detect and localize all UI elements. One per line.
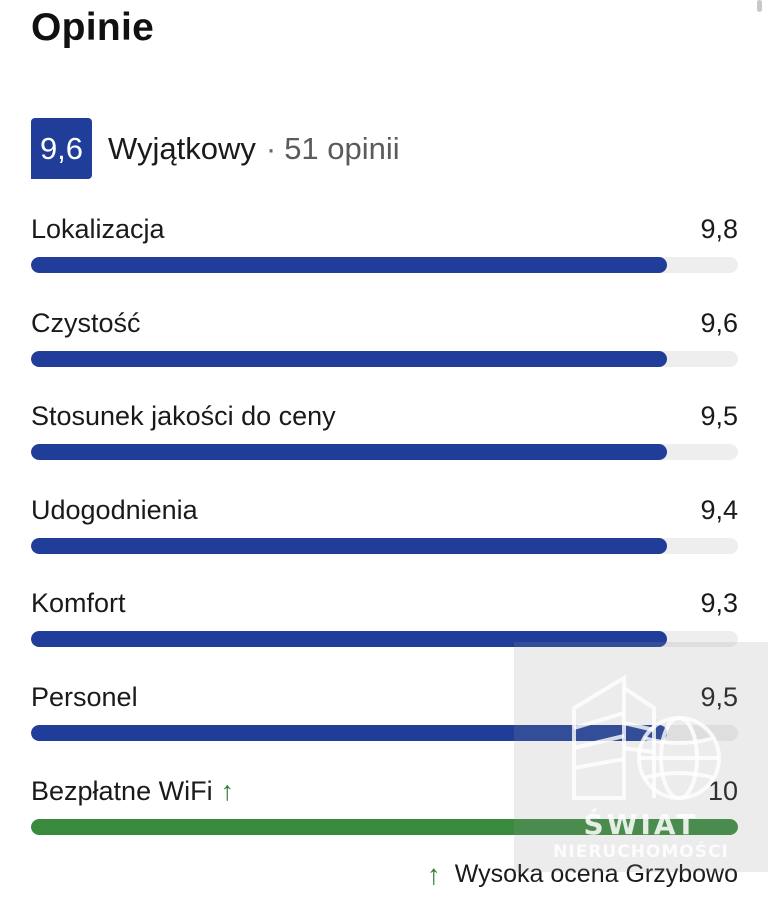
arrow-up-icon: ↑ [426,858,441,890]
category-score: 9,5 [700,681,738,712]
scroll-indicator[interactable] [757,0,762,12]
score-bar-track [31,631,738,648]
score-bar-fill [31,537,668,554]
score-bar-track [31,350,738,367]
category-row: Stosunek jakości do ceny 9,5 [31,395,738,489]
category-label: Stosunek jakości do ceny [31,401,336,432]
score-bar-fill [31,818,738,835]
score-bar-track [31,724,738,741]
category-row: Bezpłatne WiFi ↑ 10 [31,770,738,864]
category-label: Komfort [31,588,126,619]
category-score: 9,8 [700,214,738,244]
review-summary[interactable]: 9,6 Wyjątkowy · 51 opinii [31,118,400,179]
category-label: Bezpłatne WiFi ↑ [31,775,235,806]
category-score: 9,4 [700,494,738,525]
highlight-text: Wysoka ocena Grzybowo [454,860,738,888]
highlight-note: ↑ Wysoka ocena Grzybowo [427,860,738,889]
category-score: 10 [707,775,738,806]
rating-word: Wyjątkowy [108,130,256,166]
category-score: 9,3 [700,588,738,619]
category-row: Lokalizacja 9,8 [31,208,738,302]
score-bar-fill [31,724,668,741]
arrow-up-icon: ↑ [220,775,235,806]
separator: · [265,130,277,166]
page-title: Opinie [31,6,155,49]
category-ratings: Lokalizacja 9,8 Czystość 9,6 Stosunek ja… [31,208,738,863]
category-label: Czystość [31,307,141,338]
score-bar-track [31,257,738,273]
category-row: Personel 9,5 [31,676,738,770]
category-label: Personel [31,681,138,712]
reviews-count[interactable]: 51 opinii [284,130,400,166]
category-row: Czystość 9,6 [31,302,738,396]
score-bar-fill [31,257,668,273]
category-score: 9,6 [700,307,738,338]
category-label: Lokalizacja [31,214,165,244]
score-bar-fill [31,350,668,367]
category-score: 9,5 [700,401,738,432]
score-bar-track [31,444,738,461]
score-bar-track [31,537,738,554]
category-label: Udogodnienia [31,494,198,525]
score-bar-fill [31,444,668,461]
score-badge: 9,6 [31,118,92,179]
category-row: Komfort 9,3 [31,582,738,676]
score-bar-fill [31,631,668,648]
score-bar-track [31,818,738,835]
category-row: Udogodnienia 9,4 [31,489,738,583]
